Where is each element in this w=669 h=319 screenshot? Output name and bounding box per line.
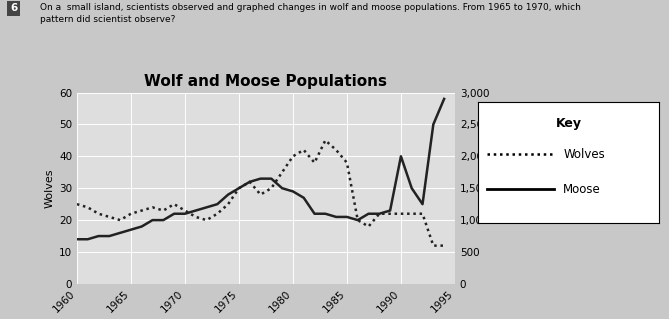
- Text: Wolves: Wolves: [563, 148, 605, 161]
- Text: On a  small island, scientists observed and graphed changes in wolf and moose po: On a small island, scientists observed a…: [40, 3, 581, 24]
- Text: 6: 6: [10, 3, 17, 13]
- Text: Key: Key: [556, 117, 581, 130]
- Y-axis label: Wolves: Wolves: [45, 168, 55, 208]
- Title: Wolf and Moose Populations: Wolf and Moose Populations: [145, 74, 387, 89]
- Y-axis label: Moose: Moose: [494, 170, 504, 206]
- Text: Moose: Moose: [563, 183, 601, 196]
